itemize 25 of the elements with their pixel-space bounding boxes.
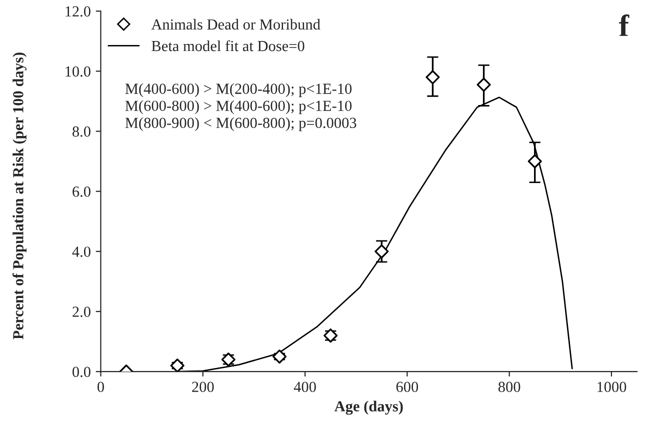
y-tick-label: 8.0 — [72, 126, 90, 137]
point — [528, 154, 542, 168]
point — [426, 70, 440, 84]
point — [272, 350, 287, 364]
y-tick-label: 4.0 — [72, 246, 90, 257]
annotation: M(400-600) > M(200-400); p<1E-10 M(600-800) > M(400-600); p<1E-10 M(800-900) < M(600-800); p=0.0003 — [125, 83, 356, 132]
y-axis-title: Percent of Population at Risk (per 100 days) — [12, 52, 27, 340]
x-tick-label: 600 — [396, 382, 418, 392]
point — [374, 244, 389, 258]
y-tick-label: 10.0 — [66, 66, 90, 77]
x-tick-label: 1000 — [598, 382, 626, 392]
y-tick-label: 0.0 — [72, 366, 90, 378]
point — [476, 78, 491, 92]
x-tick-label: 800 — [498, 382, 520, 392]
x-axis-title: Age (days) — [334, 400, 403, 415]
annotation: f — [619, 14, 630, 36]
legend-label: Beta model fit at Dose=0 — [152, 40, 304, 52]
y-tick-label: 6.0 — [72, 186, 90, 197]
x-tick-label: 0 — [98, 382, 104, 392]
x-tick-label: 200 — [192, 382, 214, 392]
y-tick-label: 12.0 — [66, 6, 90, 17]
x-tick-label: 400 — [294, 382, 316, 392]
point — [170, 358, 184, 372]
y-tick-label: 2.0 — [72, 306, 90, 318]
legend-label: Animals Dead or Moribund — [151, 18, 320, 30]
